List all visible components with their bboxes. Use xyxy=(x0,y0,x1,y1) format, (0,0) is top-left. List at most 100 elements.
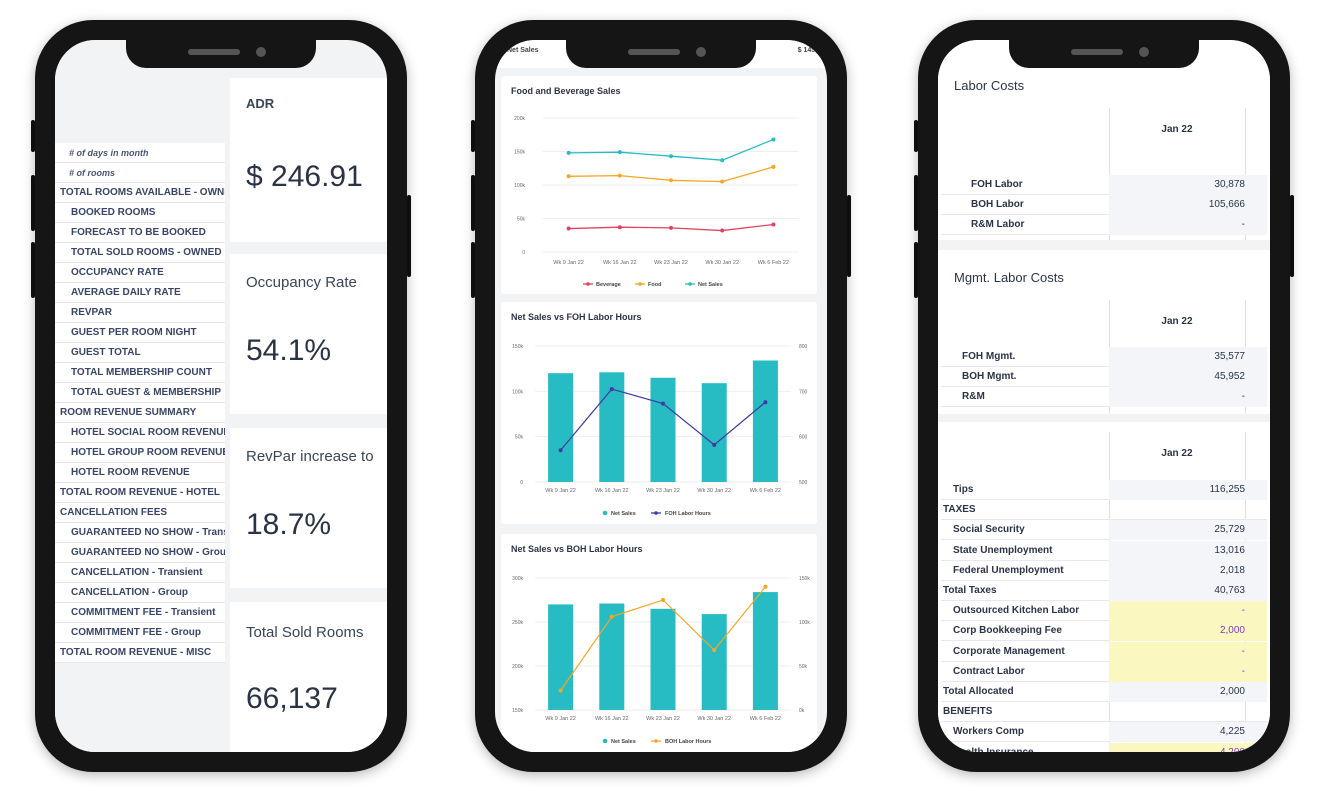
x-tick-label: Wk 16 Jan 22 xyxy=(595,716,629,722)
row-num-rooms[interactable]: # of rooms xyxy=(55,163,225,183)
table-row[interactable]: Corporate Management - xyxy=(941,641,1267,662)
row-value: 2,000 xyxy=(1109,621,1267,642)
data-point xyxy=(566,226,571,231)
table-row[interactable]: FOH Labor 30,878 xyxy=(941,175,1267,195)
kpi-card-adr[interactable]: ADR $ 246.91 xyxy=(230,78,387,242)
legend-label: BOH Labor Hours xyxy=(665,739,711,745)
row-cancellation-fees[interactable]: CANCELLATION FEES xyxy=(55,503,225,523)
y-tick-label-right: 50k xyxy=(799,664,808,670)
table-row[interactable]: R&M Labor - xyxy=(941,215,1267,235)
other-labor-expenses-table: Jan 22 Tips 116,255 TAXES Social Security 25… xyxy=(938,422,1270,752)
legend-marker xyxy=(602,738,608,744)
row-hotel-room-revenue[interactable]: HOTEL ROOM REVENUE xyxy=(55,463,225,483)
y-tick-label: 0 xyxy=(522,250,525,256)
row-guest-total[interactable]: GUEST TOTAL xyxy=(55,343,225,363)
table-row[interactable]: State Unemployment 13,016 xyxy=(941,540,1267,561)
table-row[interactable]: Total Allocated 2,000 xyxy=(941,682,1267,702)
row-occupancy-rate[interactable]: OCCUPANCY RATE xyxy=(55,263,225,283)
row-hotel-group-room-revenue[interactable]: HOTEL GROUP ROOM REVENUE xyxy=(55,443,225,463)
row-value: - xyxy=(1109,661,1267,682)
y-tick-label-right: 500 xyxy=(799,480,808,486)
row-value: 40,763 xyxy=(1109,581,1267,601)
column-header: Jan 22 xyxy=(1161,316,1193,327)
row-days-in-month[interactable]: # of days in month xyxy=(55,143,225,163)
food-beverage-chart: 0 50k 100k 150k 200k Wk 9 Jan 22 Wk 16 Jan 22 W… xyxy=(514,116,799,288)
row-commitment-fee-transient[interactable]: COMMITMENT FEE - Transient xyxy=(55,603,225,623)
row-total-room-revenue-misc[interactable]: TOTAL ROOM REVENUE - MISC xyxy=(55,643,225,663)
row-label: State Unemployment xyxy=(953,544,1053,556)
speaker-grille xyxy=(1071,49,1123,55)
phone-notch xyxy=(1009,40,1199,68)
table-row[interactable]: Contract Labor - xyxy=(941,661,1267,682)
row-guest-per-room-night[interactable]: GUEST PER ROOM NIGHT xyxy=(55,323,225,343)
table-row[interactable]: BENEFITS xyxy=(941,702,1267,723)
data-point xyxy=(669,178,673,183)
row-forecast-to-be-booked[interactable]: FORECAST TO BE BOOKED xyxy=(55,223,225,243)
table-row[interactable]: Total Taxes 40,763 xyxy=(941,581,1267,601)
data-point xyxy=(720,158,725,163)
speaker-grille xyxy=(188,49,240,55)
row-label: Workers Comp xyxy=(953,726,1024,738)
row-cancellation-transient[interactable]: CANCELLATION - Transient xyxy=(55,563,225,583)
data-point xyxy=(558,688,563,693)
phone-screen: Net Sales $ 145,5 Food and Beverage Sale… xyxy=(495,40,827,752)
row-value: 25,729 xyxy=(1109,520,1267,541)
row-average-daily-rate[interactable]: AVERAGE DAILY RATE xyxy=(55,283,225,303)
power-button xyxy=(407,195,411,277)
x-tick-label: Wk 30 Jan 22 xyxy=(697,716,731,722)
row-commitment-fee-group[interactable]: COMMITMENT FEE - Group xyxy=(55,623,225,643)
y-tick-label-right: 600 xyxy=(799,435,808,441)
row-label: Total Allocated xyxy=(943,686,1014,697)
row-total-rooms-available[interactable]: TOTAL ROOMS AVAILABLE - OWNED xyxy=(55,183,225,203)
table-row[interactable]: FOH Mgmt. 35,577 xyxy=(941,347,1267,367)
table-row[interactable]: Tips 116,255 xyxy=(941,480,1267,500)
table-row[interactable]: BOH Labor 105,666 xyxy=(941,195,1267,215)
table-row[interactable]: Corp Bookkeeping Fee 2,000 xyxy=(941,621,1267,642)
data-point xyxy=(669,225,673,230)
row-total-guest-membership[interactable]: TOTAL GUEST & MEMBERSHIP xyxy=(55,383,225,403)
legend-label: Net Sales xyxy=(611,511,636,517)
row-guaranteed-no-show-transient[interactable]: GUARANTEED NO SHOW - Transient xyxy=(55,523,225,543)
chart-title: Food and Beverage Sales xyxy=(511,86,621,96)
row-label: Corp Bookkeeping Fee xyxy=(953,625,1062,637)
legend-marker xyxy=(586,282,590,286)
legend-label: Net Sales xyxy=(698,282,723,288)
kpi-card-revpar-increase[interactable]: RevPar increase to 18.7% xyxy=(230,428,387,588)
kpi-card-total-sold-rooms[interactable]: Total Sold Rooms 66,137 xyxy=(230,602,387,752)
row-total-sold-rooms[interactable]: TOTAL SOLD ROOMS - OWNED xyxy=(55,243,225,263)
kpi-value: 66,137 xyxy=(246,682,338,715)
row-revpar[interactable]: REVPAR xyxy=(55,303,225,323)
kpi-value: $ 246.91 xyxy=(246,160,363,193)
bar-net-sales xyxy=(650,377,676,482)
table-title: Labor Costs xyxy=(954,78,1025,93)
legend-label: Food xyxy=(648,282,661,288)
row-label: Corporate Management xyxy=(953,645,1065,657)
kpi-card-occupancy-rate[interactable]: Occupancy Rate 54.1% xyxy=(230,254,387,414)
row-label: Social Security xyxy=(953,524,1025,536)
table-row[interactable]: BOH Mgmt. 45,952 xyxy=(941,367,1267,387)
row-total-membership-count[interactable]: TOTAL MEMBERSHIP COUNT xyxy=(55,363,225,383)
phone-screen: Labor Costs Jan 22 FOH Labor 30,878 BOH … xyxy=(938,40,1270,752)
table-row[interactable]: R&M - xyxy=(941,387,1267,407)
row-value: - xyxy=(1109,215,1267,235)
table-row[interactable]: Social Security 25,729 xyxy=(941,520,1267,541)
table-row[interactable]: Federal Unemployment 2,018 xyxy=(941,560,1267,581)
row-room-revenue-summary[interactable]: ROOM REVENUE SUMMARY xyxy=(55,403,225,423)
table-row[interactable]: Health Insurance4,200 xyxy=(941,742,1267,752)
row-value: - xyxy=(1109,387,1267,407)
table-row[interactable]: Outsourced Kitchen Labor - xyxy=(941,601,1267,622)
row-total-room-revenue-hotel[interactable]: TOTAL ROOM REVENUE - HOTEL xyxy=(55,483,225,503)
data-point xyxy=(566,174,571,179)
legend-marker xyxy=(688,282,692,286)
row-label: BOH Labor xyxy=(971,199,1024,210)
table-row[interactable]: TAXES xyxy=(941,500,1267,521)
row-cancellation-group[interactable]: CANCELLATION - Group xyxy=(55,583,225,603)
x-tick-label: Wk 6 Feb 22 xyxy=(750,488,781,494)
row-booked-rooms[interactable]: BOOKED ROOMS xyxy=(55,203,225,223)
table-row[interactable]: Workers Comp 4,225 xyxy=(941,722,1267,743)
row-value: 30,878 xyxy=(1109,175,1267,195)
data-point xyxy=(609,387,614,392)
y-tick-label-left: 300k xyxy=(512,576,523,582)
row-guaranteed-no-show-group[interactable]: GUARANTEED NO SHOW - Group xyxy=(55,543,225,563)
row-hotel-social-room-revenue[interactable]: HOTEL SOCIAL ROOM REVENUE xyxy=(55,423,225,443)
